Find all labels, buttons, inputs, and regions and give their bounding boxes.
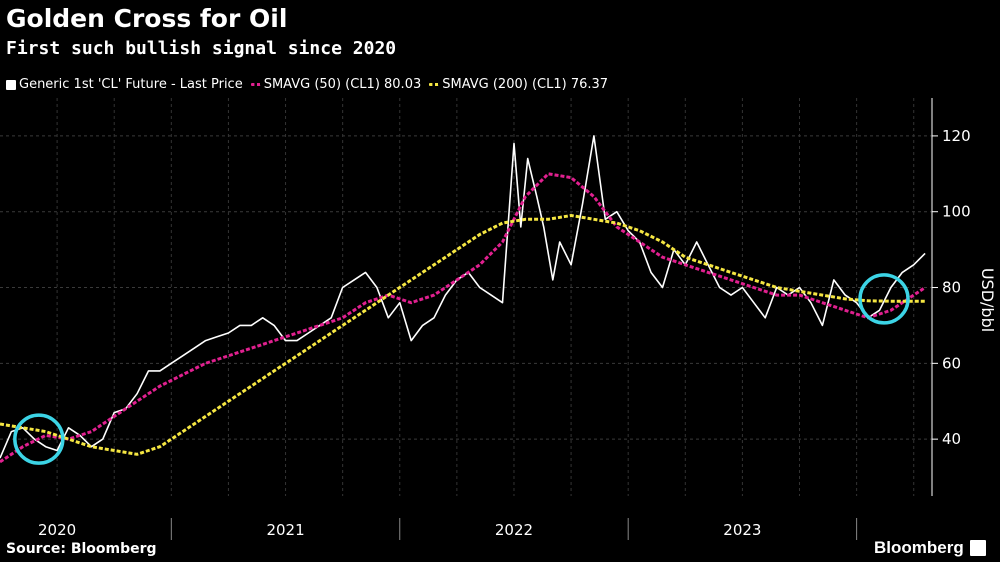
y-tick-label: 60	[942, 354, 961, 372]
legend: Generic 1st 'CL' Future - Last Price SMA…	[6, 77, 616, 92]
x-tick-label: 2021	[266, 521, 304, 539]
y-tick-label: 80	[942, 279, 961, 297]
series-line-1	[0, 172, 926, 464]
legend-label-sma200: SMAVG (200) (CL1) 76.37	[442, 77, 609, 92]
legend-item-sma200: SMAVG (200) (CL1) 76.37	[429, 77, 608, 92]
legend-swatch-price	[6, 79, 16, 90]
legend-label-sma50: SMAVG (50) (CL1) 80.03	[263, 77, 422, 92]
series-line-2	[0, 214, 926, 456]
legend-swatch-sma200	[429, 83, 440, 86]
highlight-circle	[858, 273, 910, 325]
bloomberg-mark-icon	[969, 540, 986, 556]
x-tick-label: 2023	[723, 521, 761, 539]
chart-title: Golden Cross for Oil	[6, 4, 288, 33]
x-tick-label: 2022	[495, 521, 533, 539]
brand-text: Bloomberg	[874, 538, 964, 557]
y-axis-label: USD/bbl	[978, 268, 997, 332]
source-note: Source: Bloomberg	[6, 541, 157, 557]
legend-swatch-sma50	[250, 83, 261, 86]
legend-item-price: Generic 1st 'CL' Future - Last Price	[6, 77, 243, 92]
y-tick-label: 120	[942, 127, 971, 145]
bloomberg-logo: Bloomberg	[874, 538, 986, 558]
legend-label-price: Generic 1st 'CL' Future - Last Price	[19, 77, 243, 92]
legend-item-sma50: SMAVG (50) (CL1) 80.03	[250, 77, 422, 92]
y-tick-label: 40	[942, 430, 961, 448]
chart-subtitle: First such bullish signal since 2020	[6, 38, 397, 59]
series-line-0	[0, 135, 926, 459]
x-tick-label: 2020	[38, 521, 76, 539]
y-tick-label: 100	[942, 203, 971, 221]
highlight-circle	[13, 413, 65, 465]
